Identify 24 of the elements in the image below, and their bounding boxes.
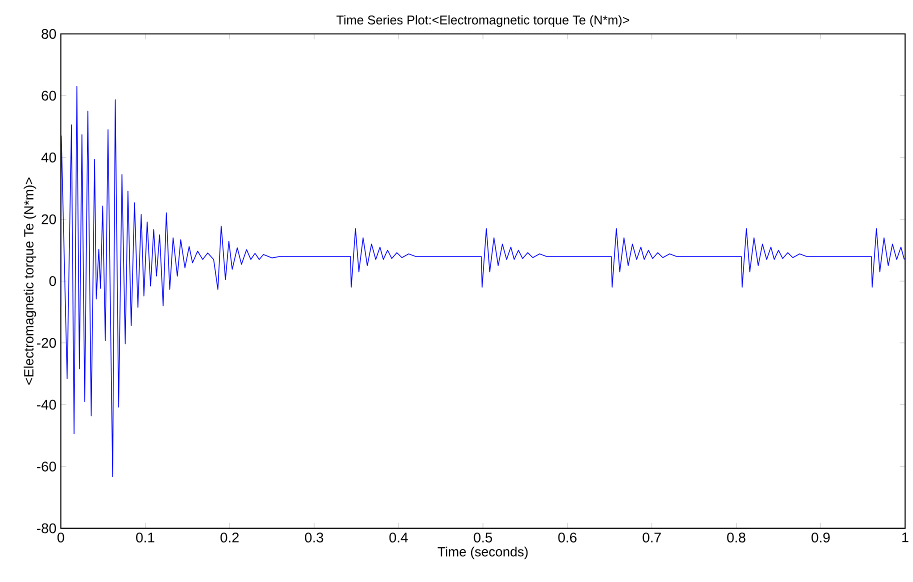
- y-tick-label: -60: [37, 462, 56, 472]
- y-tick-label: 80: [42, 28, 56, 39]
- x-tick-label: 0: [57, 532, 64, 542]
- x-tick-label: 0.9: [812, 532, 830, 542]
- x-tick-label: 0.8: [727, 532, 746, 542]
- x-tick-label: 1: [902, 532, 908, 542]
- y-tick-label: -40: [37, 400, 56, 410]
- x-axis-title: Time (seconds): [438, 546, 528, 560]
- x-tick-label: 0.2: [220, 532, 239, 542]
- y-tick-label: -20: [37, 338, 56, 348]
- line-series: [60, 86, 905, 478]
- chart-title: Time Series Plot:<Electromagnetic torque Te (N*m)>: [336, 15, 630, 27]
- y-tick-label: 0: [49, 276, 56, 286]
- x-tick-label: 0.4: [389, 532, 408, 542]
- y-tick-label: 40: [41, 152, 56, 162]
- x-tick-label: 0.6: [558, 532, 576, 542]
- y-tick-label: 60: [42, 90, 56, 101]
- x-tick-label: 0.7: [642, 532, 661, 542]
- y-tick-label: 20: [42, 214, 56, 224]
- y-axis-title: <Electromagnetic torque Te (N*m)>: [24, 178, 36, 385]
- x-tick-label: 0.5: [474, 532, 492, 542]
- y-tick-label: -80: [37, 523, 56, 534]
- x-tick-label: 0.1: [136, 532, 154, 542]
- x-tick-label: 0.3: [304, 532, 324, 542]
